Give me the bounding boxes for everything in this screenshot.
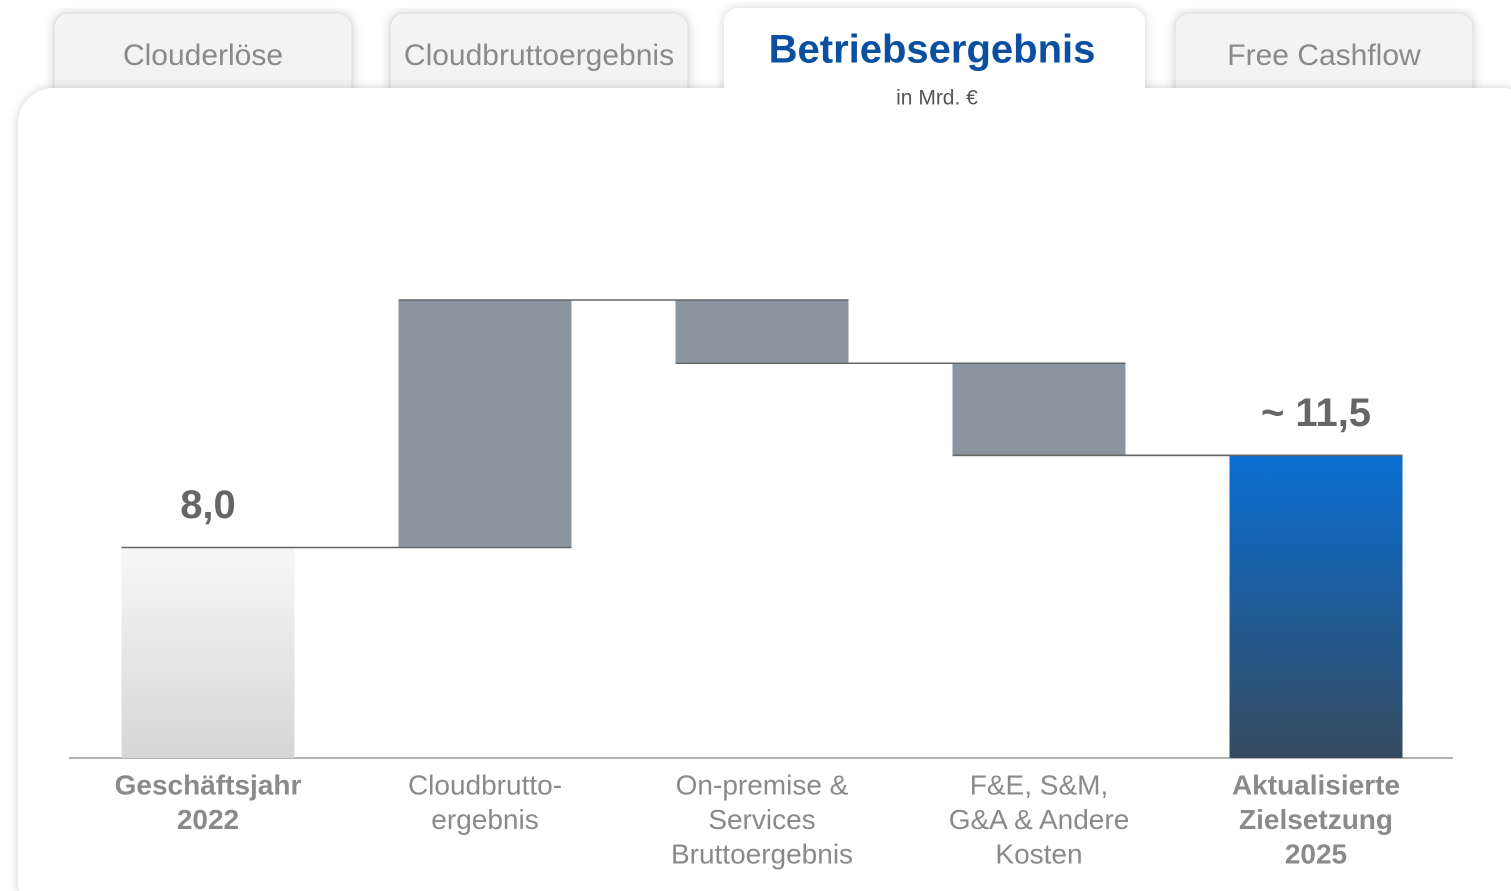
x-tick-label: Aktualisierte <box>1232 769 1400 800</box>
active-tab-label[interactable]: Betriebsergebnis <box>769 28 1096 72</box>
x-tick-label: Bruttoergebnis <box>671 838 853 869</box>
tab-label[interactable]: Clouderlöse <box>123 39 283 72</box>
tab-label[interactable]: Free Cashflow <box>1227 39 1421 72</box>
bar <box>398 300 572 548</box>
data-label: 8,0 <box>180 483 236 527</box>
x-tick-label: 2025 <box>1285 838 1347 869</box>
data-label: ~ 11,5 <box>1261 391 1371 435</box>
x-tick-label: G&A & Andere <box>949 804 1130 835</box>
active-tab-join <box>724 60 1145 120</box>
tab-label[interactable]: Cloudbruttoergebnis <box>404 39 674 72</box>
bar <box>121 547 295 758</box>
x-tick-label: ergebnis <box>431 804 538 835</box>
x-tick-label: Geschäftsjahr <box>115 769 302 800</box>
x-tick-label: 2022 <box>177 804 239 835</box>
x-tick-label: Kosten <box>995 838 1082 869</box>
bar <box>1229 455 1403 758</box>
x-tick-label: Cloudbrutto- <box>408 769 562 800</box>
x-tick-label: F&E, S&M, <box>970 769 1108 800</box>
bar <box>675 300 849 364</box>
chart-subtitle: in Mrd. € <box>896 87 978 110</box>
plot: 8,0 Geschäftsjahr 2022 Cloudbrutto-ergebnis… <box>69 299 1453 869</box>
x-tick-label: Services <box>708 804 815 835</box>
card <box>18 88 1511 891</box>
x-tick-label: Zielsetzung <box>1239 804 1393 835</box>
bar <box>952 363 1126 456</box>
x-tick-label: On-premise & <box>676 769 849 800</box>
